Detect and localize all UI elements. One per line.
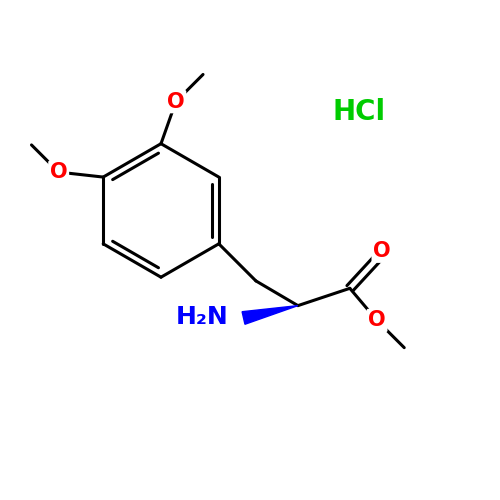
Text: O: O bbox=[50, 162, 68, 182]
Text: O: O bbox=[368, 310, 386, 330]
Text: H₂N: H₂N bbox=[176, 305, 229, 329]
Text: O: O bbox=[373, 241, 391, 261]
Text: HCl: HCl bbox=[332, 98, 386, 126]
Text: O: O bbox=[167, 92, 184, 112]
Polygon shape bbox=[242, 306, 298, 324]
